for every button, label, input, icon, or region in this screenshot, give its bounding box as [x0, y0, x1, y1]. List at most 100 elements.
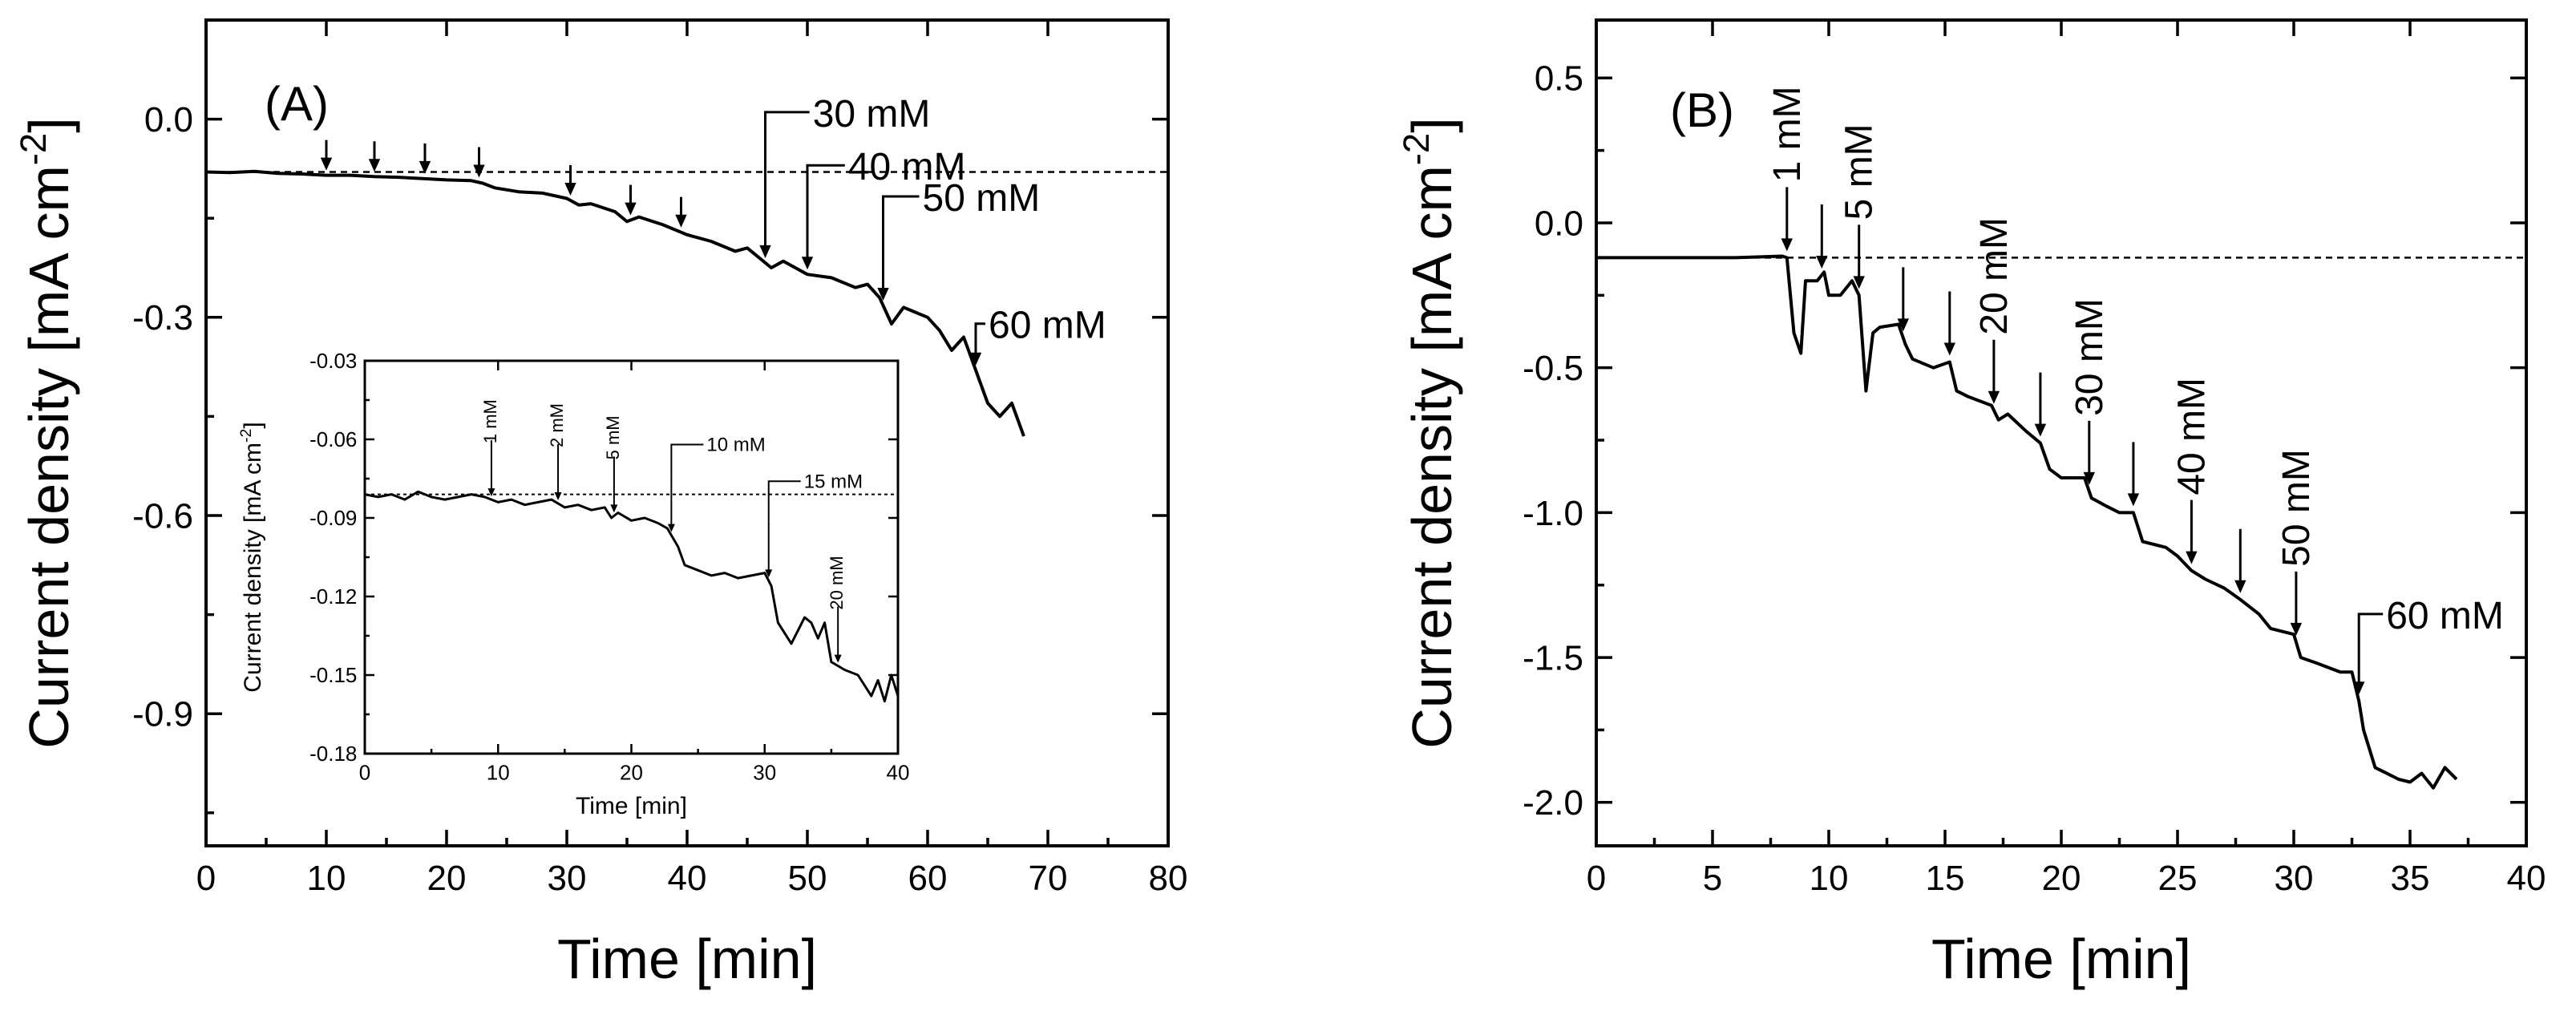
inset-arrowhead — [610, 504, 618, 513]
addition-arrowhead — [675, 214, 687, 228]
x-axis-title: Time [min] — [576, 793, 687, 819]
y-tick-label: -0.18 — [309, 742, 357, 766]
addition-arrow — [806, 164, 845, 261]
addition-arrowhead — [2353, 681, 2365, 695]
y-axis-title: Current density [mA cm-2] — [13, 117, 80, 748]
x-axis-title: Time [min] — [1931, 928, 2191, 990]
inset-concentration-label: 2 mM — [547, 403, 567, 447]
addition-arrowhead — [2034, 423, 2047, 437]
y-tick-label: 0.0 — [1535, 204, 1583, 243]
addition-arrowhead — [320, 157, 333, 171]
inset-concentration-label: 1 mM — [480, 399, 500, 443]
addition-arrow — [882, 195, 920, 291]
concentration-label: 50 mM — [2275, 449, 2318, 567]
addition-arrowhead — [1781, 238, 1793, 252]
x-tick-label: 50 — [788, 859, 827, 898]
x-tick-label: 20 — [620, 761, 643, 785]
addition-arrowhead — [625, 202, 637, 216]
concentration-label: 5 mM — [1838, 123, 1881, 220]
addition-arrowhead — [473, 164, 485, 178]
y-tick-label: -0.15 — [309, 663, 357, 687]
x-tick-label: 15 — [1926, 859, 1965, 898]
current-trace — [364, 490, 900, 703]
inset-arrowhead — [834, 654, 842, 663]
inset-leader — [767, 480, 801, 522]
concentration-label: 30 mM — [2068, 298, 2111, 416]
addition-arrowhead — [969, 352, 982, 366]
x-tick-label: 30 — [753, 761, 776, 785]
inset-concentration-label: 10 mM — [706, 435, 765, 456]
x-tick-label: 10 — [307, 859, 346, 898]
addition-arrowhead — [564, 182, 576, 196]
panel-b: 0 5 10 15 20 25 30 35 40 -2.0 -1.5 -1.0 -0.5 0.0 0.5 Ti… — [1396, 18, 2546, 990]
x-tick-label: 40 — [668, 859, 707, 898]
x-tick-label: 40 — [887, 761, 910, 785]
concentration-label: 40 mM — [2170, 378, 2213, 495]
addition-arrowhead — [2186, 551, 2198, 564]
y-tick-label: -2.0 — [1523, 783, 1583, 823]
inset-arrowhead — [667, 524, 675, 532]
x-tick-label: 30 — [2275, 859, 2314, 898]
x-tick-label: 20 — [2042, 859, 2081, 898]
concentration-label: 1 mM — [1766, 86, 1809, 182]
y-tick-label: -0.9 — [132, 695, 193, 734]
x-tick-label: 5 — [1703, 859, 1722, 898]
addition-arrowhead — [2234, 580, 2246, 593]
concentration-label: 40 mM — [848, 146, 966, 188]
addition-arrowhead — [368, 159, 381, 172]
addition-arrowhead — [419, 160, 431, 174]
y-tick-label: -1.0 — [1523, 494, 1583, 533]
x-tick-label: 25 — [2158, 859, 2198, 898]
x-tick-label: 35 — [2391, 859, 2430, 898]
y-tick-label: -0.3 — [132, 298, 193, 338]
current-trace — [205, 169, 1025, 437]
inset-concentration-label: 20 mM — [827, 556, 847, 609]
concentration-label: 60 mM — [989, 305, 1106, 347]
addition-arrowhead — [1816, 256, 1828, 269]
addition-arrowhead — [877, 287, 889, 301]
inset-arrowhead — [554, 492, 562, 501]
inset-frame — [363, 359, 900, 755]
addition-arrowhead — [2290, 622, 2303, 636]
y-tick-label: -0.03 — [309, 349, 357, 373]
y-tick-label: 0.0 — [144, 100, 193, 140]
x-tick-label: 10 — [1810, 859, 1849, 898]
inset-concentration-label: 5 mM — [603, 415, 623, 459]
addition-arrowhead — [2127, 493, 2140, 507]
addition-arrowhead — [1988, 390, 2000, 404]
x-tick-label: 0 — [1587, 859, 1606, 898]
addition-arrowhead — [1897, 318, 1909, 332]
x-axis-title: Time [min] — [557, 928, 817, 990]
x-tick-label: 0 — [359, 761, 370, 785]
x-tick-label: 30 — [548, 859, 587, 898]
x-tick-label: 80 — [1149, 859, 1188, 898]
x-tick-label: 40 — [2507, 859, 2546, 898]
addition-arrowhead — [1943, 342, 1955, 356]
x-tick-label: 0 — [196, 859, 216, 898]
inset-concentration-label: 15 mM — [804, 471, 863, 492]
x-tick-label: 20 — [427, 859, 467, 898]
addition-arrow — [974, 322, 985, 356]
y-axis-title: Current density [mA cm-2] — [237, 422, 266, 692]
x-tick-label: 60 — [908, 859, 948, 898]
y-axis-title: Current density [mA cm-2] — [1396, 117, 1463, 748]
inset-arrowhead — [487, 488, 495, 497]
current-trace — [1596, 254, 2458, 790]
addition-arrowhead — [1853, 276, 1865, 289]
panel-a: 0 10 20 30 40 50 60 70 80 -0.9 -0.6 -0.3 0.0 Time [mi… — [13, 18, 1188, 990]
y-tick-label: -0.06 — [309, 427, 357, 451]
addition-arrow — [764, 111, 810, 249]
concentration-label: 60 mM — [2386, 595, 2504, 637]
concentration-label: 30 mM — [813, 93, 931, 135]
inset-leader — [670, 443, 704, 476]
y-tick-label: -0.6 — [132, 496, 193, 536]
plot-frame — [1595, 18, 2528, 847]
inset-arrowhead — [765, 569, 773, 578]
y-tick-label: 0.5 — [1535, 59, 1583, 99]
panel-label: (A) — [265, 77, 329, 131]
concentration-label: 50 mM — [923, 177, 1041, 220]
addition-arrowhead — [801, 257, 814, 270]
inset-chart: 0 10 20 30 40 -0.18 -0.15 -0.12 -0.09 -0.06 -0.03 T… — [237, 349, 909, 819]
y-tick-label: -1.5 — [1523, 638, 1583, 677]
